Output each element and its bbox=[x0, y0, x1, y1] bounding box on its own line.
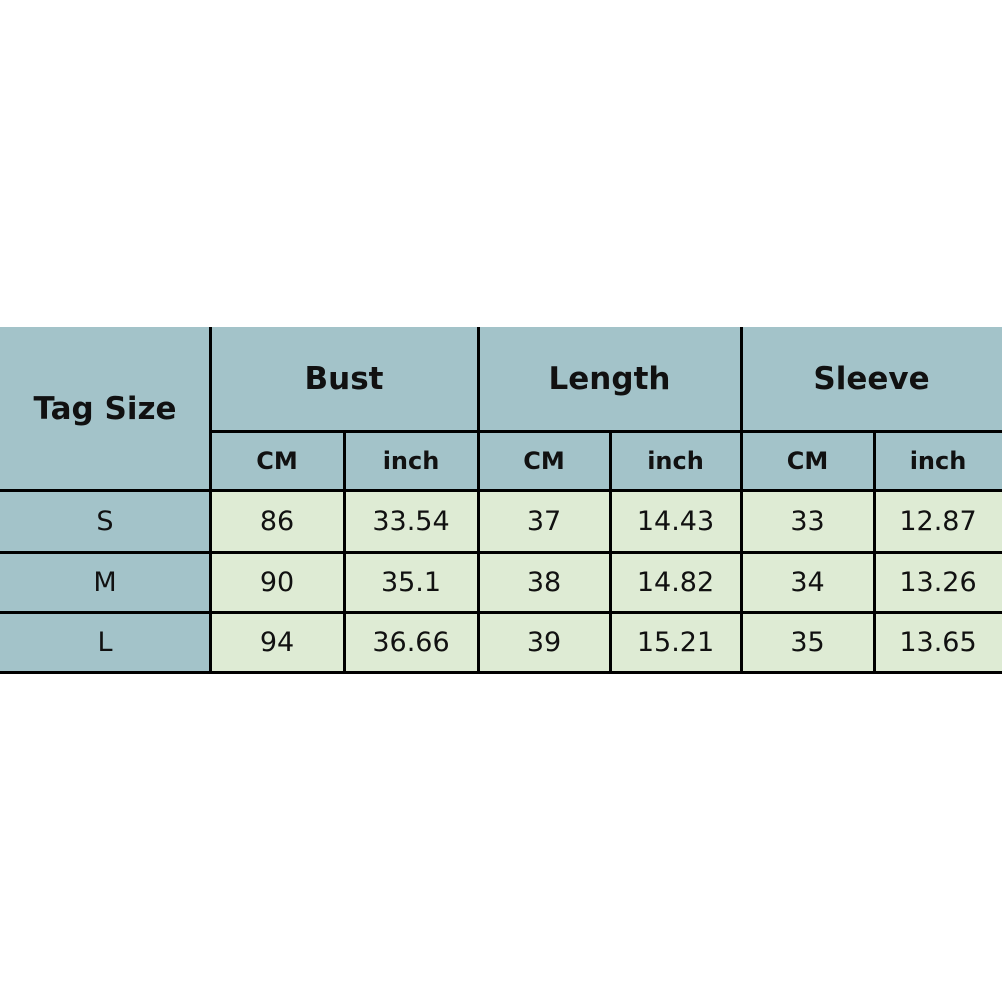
table-cell: 33.54 bbox=[344, 490, 478, 552]
group-header-sleeve: Sleeve bbox=[741, 327, 1002, 431]
size-label: S bbox=[0, 490, 210, 552]
table-cell: 13.65 bbox=[874, 612, 1002, 673]
table-cell: 39 bbox=[478, 612, 610, 673]
table-border bbox=[0, 489, 1002, 492]
table-cell: 37 bbox=[478, 490, 610, 552]
table-cell: 90 bbox=[210, 552, 344, 612]
size-label: L bbox=[0, 612, 210, 673]
table-cell: 86 bbox=[210, 490, 344, 552]
table-cell: 13.26 bbox=[874, 552, 1002, 612]
table-cell: 12.87 bbox=[874, 490, 1002, 552]
group-header-bust: Bust bbox=[210, 327, 478, 431]
table-cell: 35 bbox=[741, 612, 874, 673]
unit-header: CM bbox=[741, 431, 874, 490]
table-border bbox=[0, 551, 1002, 554]
unit-header: CM bbox=[210, 431, 344, 490]
table-cell: 33 bbox=[741, 490, 874, 552]
table-cell: 38 bbox=[478, 552, 610, 612]
table-cell: 14.82 bbox=[610, 552, 741, 612]
unit-header: inch bbox=[610, 431, 741, 490]
table-cell: 35.1 bbox=[344, 552, 478, 612]
table-border bbox=[0, 611, 1002, 614]
table-border bbox=[740, 327, 743, 673]
table-border bbox=[0, 671, 1002, 674]
size-label: M bbox=[0, 552, 210, 612]
unit-header: inch bbox=[874, 431, 1002, 490]
table-border bbox=[210, 430, 1002, 433]
table-cell: 15.21 bbox=[610, 612, 741, 673]
table-cell: 94 bbox=[210, 612, 344, 673]
table-border bbox=[477, 327, 480, 673]
table-border bbox=[209, 327, 212, 673]
unit-header: CM bbox=[478, 431, 610, 490]
tag-size-header: Tag Size bbox=[0, 327, 210, 490]
table-cell: 36.66 bbox=[344, 612, 478, 673]
table-cell: 34 bbox=[741, 552, 874, 612]
group-header-length: Length bbox=[478, 327, 741, 431]
unit-header: inch bbox=[344, 431, 478, 490]
table-cell: 14.43 bbox=[610, 490, 741, 552]
